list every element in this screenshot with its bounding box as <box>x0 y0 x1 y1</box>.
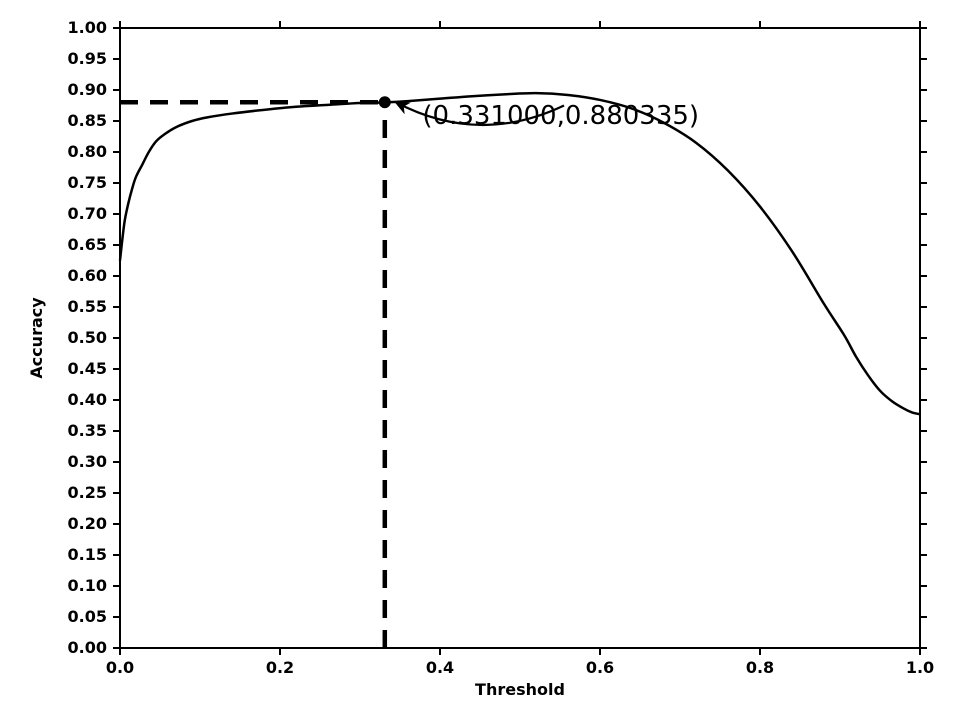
y-tick-label: 0.45 <box>68 359 107 378</box>
y-axis-label: Accuracy <box>27 297 46 379</box>
x-axis-label: Threshold <box>475 680 565 699</box>
y-tick-label: 0.05 <box>68 607 107 626</box>
chart-svg: 0.0 0.2 0.4 0.6 0.8 1.0 0.00 0.05 0.10 0.15 0.20 0… <box>0 0 958 709</box>
y-tick-label: 0.35 <box>68 421 107 440</box>
accuracy-curve <box>120 93 920 414</box>
x-tick-label: 0.2 <box>266 658 294 677</box>
accuracy-threshold-chart: 0.0 0.2 0.4 0.6 0.8 1.0 0.00 0.05 0.10 0.15 0.20 0… <box>0 0 958 709</box>
y-tick-label: 0.50 <box>68 328 107 347</box>
y-tick-label: 0.65 <box>68 235 107 254</box>
annotation-text: (0.331000,0.880335) <box>422 101 699 131</box>
max-point-marker <box>379 96 391 108</box>
y-tick-label: 0.75 <box>68 173 107 192</box>
y-tick-label: 1.00 <box>68 18 107 37</box>
x-tick-label: 0.4 <box>426 658 454 677</box>
y-tick-label: 0.00 <box>68 638 107 657</box>
y-tick-label: 0.60 <box>68 266 107 285</box>
data-series <box>120 93 920 414</box>
y-tick-label: 0.25 <box>68 483 107 502</box>
y-tick-label: 0.90 <box>68 80 107 99</box>
y-tick-label: 0.85 <box>68 111 107 130</box>
y-tick-label: 0.70 <box>68 204 107 223</box>
x-tick-label: 1.0 <box>906 658 934 677</box>
x-tick-label: 0.0 <box>106 658 134 677</box>
y-tick-label: 0.55 <box>68 297 107 316</box>
y-tick-label: 0.80 <box>68 142 107 161</box>
y-tick-label: 0.95 <box>68 49 107 68</box>
x-tick-label: 0.6 <box>586 658 614 677</box>
x-tick-label: 0.8 <box>746 658 774 677</box>
y-tick-label: 0.30 <box>68 452 107 471</box>
y-tick-label: 0.20 <box>68 514 107 533</box>
y-tick-label: 0.10 <box>68 576 107 595</box>
guide-lines <box>120 96 391 648</box>
y-tick-label: 0.15 <box>68 545 107 564</box>
annotation: (0.331000,0.880335) <box>396 101 699 131</box>
y-tick-label: 0.40 <box>68 390 107 409</box>
